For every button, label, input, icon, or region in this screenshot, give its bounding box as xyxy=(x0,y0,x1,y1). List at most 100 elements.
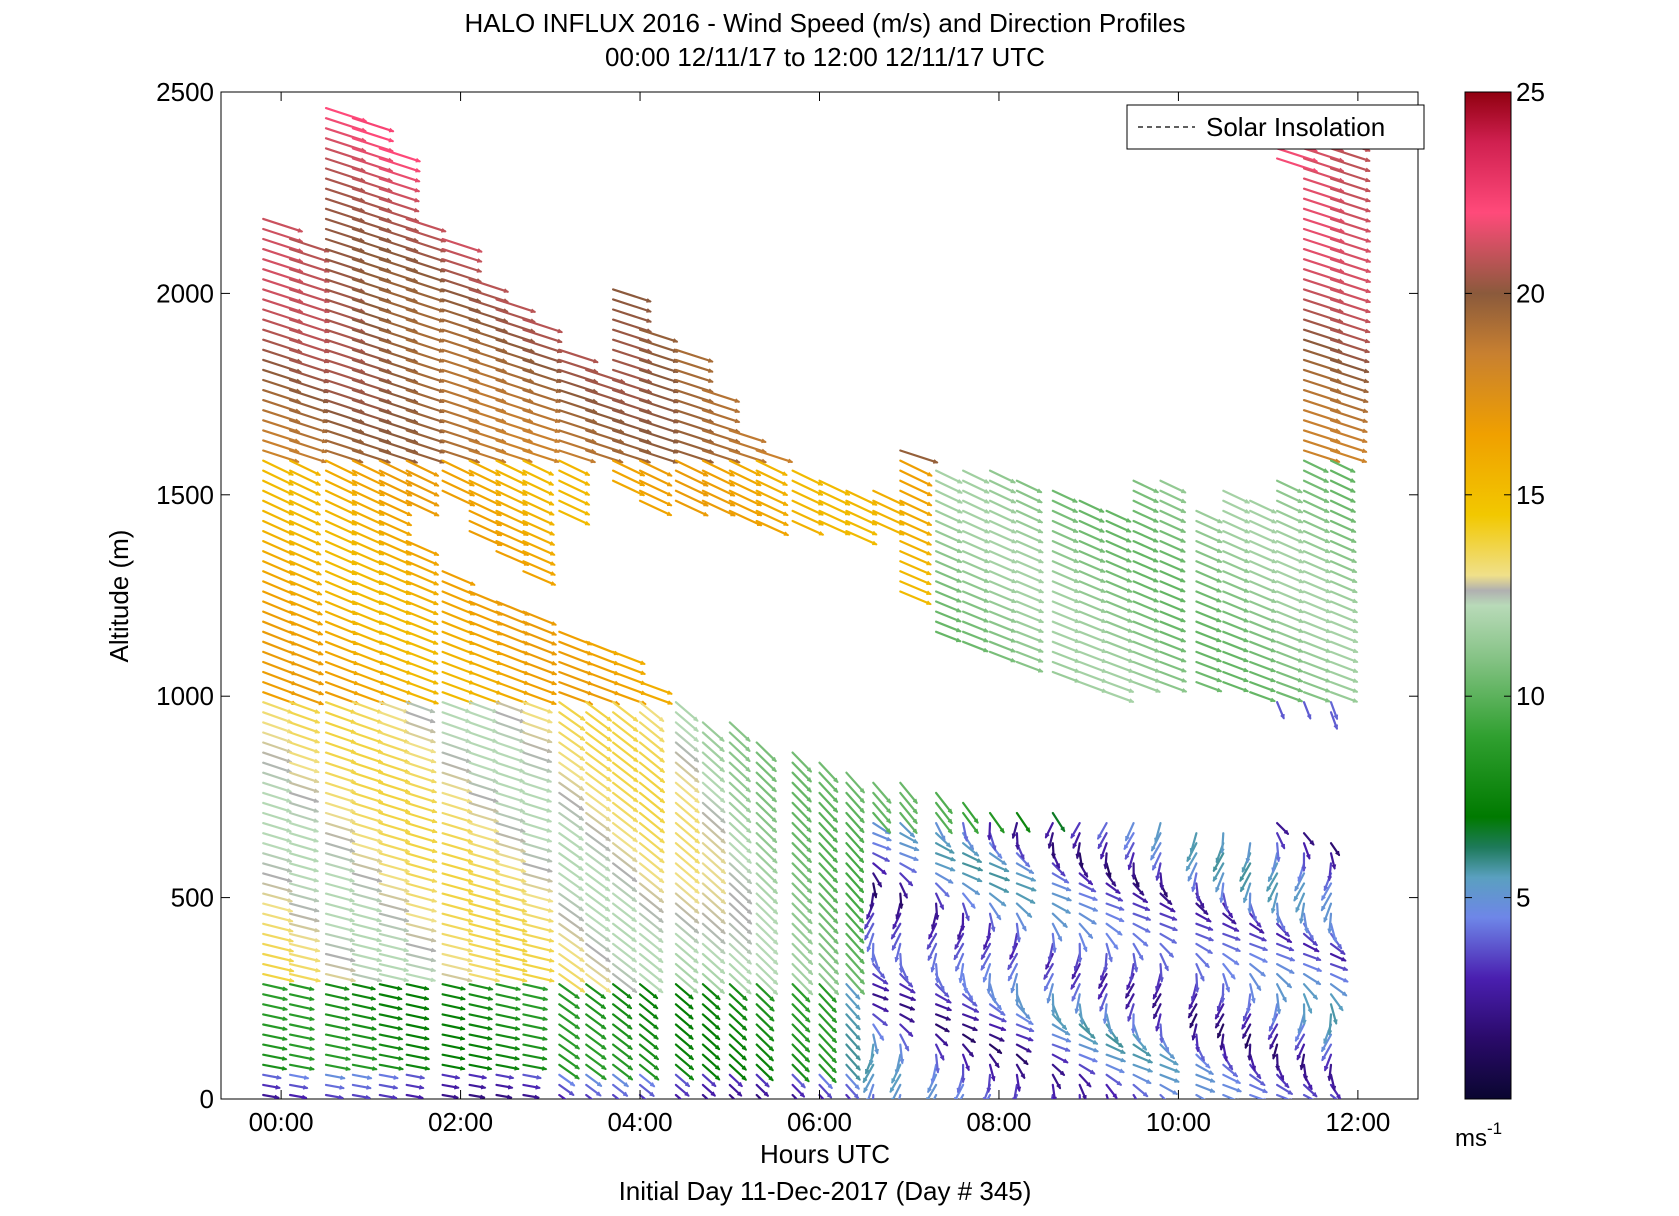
wind-arrow xyxy=(289,701,320,714)
wind-arrow-head xyxy=(600,994,607,999)
wind-arrow xyxy=(405,389,445,403)
wind-arrow-head xyxy=(633,747,639,753)
wind-arrow-head xyxy=(376,887,383,893)
wind-arrow-head xyxy=(467,977,473,983)
wind-arrow-head xyxy=(606,796,612,802)
wind-arrow-head xyxy=(424,1025,430,1031)
wind-arrow xyxy=(351,781,384,794)
wind-arrow xyxy=(351,509,385,526)
wind-arrow xyxy=(674,902,700,924)
wind-arrow xyxy=(495,1063,520,1071)
wind-arrow xyxy=(378,771,410,784)
wind-arrow-head xyxy=(596,1081,603,1087)
wind-arrow-head xyxy=(694,848,700,854)
wind-arrow xyxy=(351,590,384,606)
wind-arrow-head xyxy=(419,1075,426,1080)
wind-arrow xyxy=(378,1083,398,1090)
wind-arrow xyxy=(701,862,726,885)
wind-arrow xyxy=(468,509,502,527)
wind-arrow-head xyxy=(314,927,321,933)
wind-arrow-head xyxy=(554,428,561,433)
wind-arrow xyxy=(289,1003,315,1011)
wind-arrow xyxy=(351,962,382,972)
wind-arrow-head xyxy=(715,1035,721,1041)
wind-arrow xyxy=(638,701,665,723)
wind-arrow-head xyxy=(371,1026,377,1031)
wind-arrow-head xyxy=(406,531,413,536)
wind-arrow-head xyxy=(318,670,325,676)
wind-arrow-head xyxy=(453,1094,459,1099)
wind-arrow-head xyxy=(314,758,320,764)
wind-arrow xyxy=(522,811,552,823)
wind-arrow xyxy=(495,1033,520,1041)
wind-arrow xyxy=(441,751,472,763)
wind-arrow xyxy=(324,338,365,354)
wind-arrow xyxy=(674,419,714,434)
wind-arrow-head xyxy=(314,738,321,744)
wind-arrow xyxy=(324,983,350,991)
wind-arrow xyxy=(378,560,412,576)
wind-arrow xyxy=(324,1013,350,1021)
wind-arrow xyxy=(495,962,528,973)
wind-arrow-head xyxy=(578,815,585,821)
wind-arrow xyxy=(351,570,384,586)
wind-arrow xyxy=(638,358,679,373)
wind-arrow xyxy=(351,429,391,444)
wind-arrow xyxy=(558,1053,580,1070)
wind-arrow-head xyxy=(467,868,474,874)
wind-arrow-head xyxy=(549,958,555,963)
wind-arrow xyxy=(522,660,557,676)
wind-arrow xyxy=(468,348,507,363)
wind-arrow xyxy=(324,278,365,293)
wind-arrow xyxy=(468,529,503,547)
wind-arrow xyxy=(289,952,321,963)
wind-arrow-head xyxy=(708,459,715,464)
wind-arrow xyxy=(468,338,507,353)
wind-arrow xyxy=(495,429,533,443)
wind-arrow xyxy=(262,821,292,833)
wind-arrow-head xyxy=(579,775,585,781)
wind-arrow-head xyxy=(659,798,666,804)
wind-arrow xyxy=(558,731,586,752)
wind-arrow xyxy=(441,1033,465,1041)
wind-arrow-head xyxy=(720,899,726,905)
wind-arrow-head xyxy=(392,1094,398,1099)
wind-arrow-head xyxy=(639,491,646,496)
x-tick-label: 08:00 xyxy=(966,1107,1031,1137)
wind-arrow-head xyxy=(470,581,476,586)
wind-arrow xyxy=(405,922,437,933)
wind-arrow-head xyxy=(632,857,638,863)
wind-arrow-head xyxy=(297,228,304,233)
wind-arrow xyxy=(468,288,509,303)
wind-arrow xyxy=(468,399,506,413)
wind-arrow xyxy=(585,801,612,822)
wind-arrow xyxy=(405,620,439,636)
wind-arrow-head xyxy=(314,947,321,953)
wind-arrow xyxy=(558,912,585,932)
chart-title: HALO INFLUX 2016 - Wind Speed (m/s) and … xyxy=(464,8,1185,38)
wind-arrow-head xyxy=(431,828,438,834)
wind-arrow xyxy=(522,1023,548,1031)
wind-barbs-layer xyxy=(262,106,1372,1110)
wind-arrow xyxy=(378,922,409,933)
wind-arrow xyxy=(611,942,637,963)
wind-arrow xyxy=(611,660,646,676)
wind-arrow xyxy=(289,832,319,843)
wind-arrow xyxy=(289,1013,315,1021)
x-axis-label: Hours UTC xyxy=(760,1139,890,1169)
wind-arrow xyxy=(351,952,382,962)
wind-arrow xyxy=(674,993,694,1010)
wind-arrow-head xyxy=(1109,1106,1112,1110)
wind-arrow xyxy=(378,791,411,804)
wind-arrow xyxy=(638,691,673,705)
wind-arrow xyxy=(701,872,726,895)
wind-arrow-head xyxy=(313,907,320,913)
wind-arrow xyxy=(468,368,507,383)
wind-arrow xyxy=(495,983,521,991)
wind-arrow-head xyxy=(703,491,709,497)
wind-arrow-head xyxy=(495,918,501,923)
wind-arrow xyxy=(405,983,430,991)
wind-arrow-head xyxy=(412,459,419,464)
wind-arrow xyxy=(441,701,471,714)
wind-arrow-head xyxy=(711,1081,717,1087)
